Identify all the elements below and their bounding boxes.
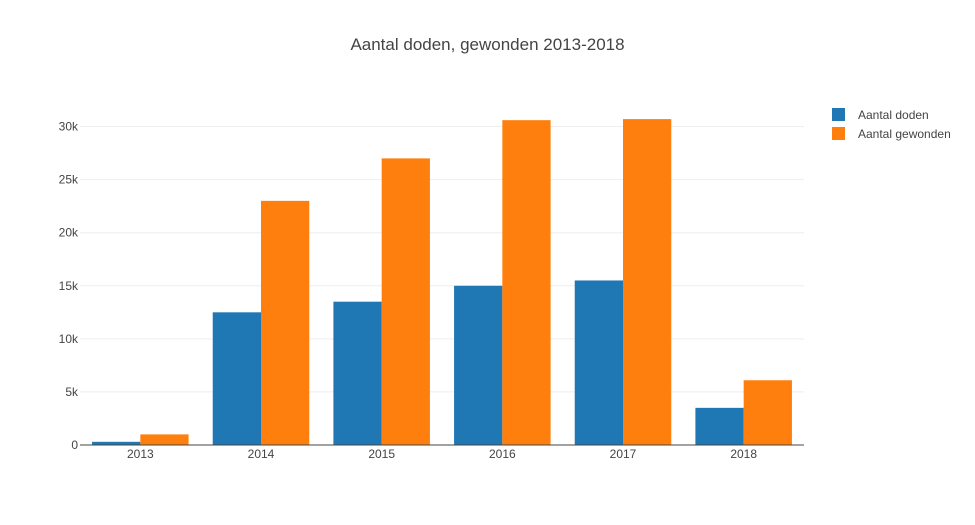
bar-aantal-doden-2016[interactable] xyxy=(454,285,503,445)
bar-aantal-gewonden-2018[interactable] xyxy=(743,380,792,445)
legend-item[interactable]: Aantal gewonden xyxy=(832,127,951,141)
chart-title: Aantal doden, gewonden 2013-2018 xyxy=(350,35,624,54)
x-tick-label: 2016 xyxy=(489,447,516,461)
axes: 0 5k 10k 15k 20k 25k 30k 2013 2014 2015 2016 2017 20… xyxy=(59,120,804,461)
x-tick-label: 2018 xyxy=(730,447,757,461)
x-tick-label: 2017 xyxy=(610,447,637,461)
legend-swatch xyxy=(832,127,845,140)
legend-label: Aantal doden xyxy=(858,108,929,122)
gridlines xyxy=(80,126,804,393)
y-tick-label: 0 xyxy=(71,438,78,452)
legend-item[interactable]: Aantal doden xyxy=(832,108,929,122)
y-tick-label: 25k xyxy=(59,173,79,187)
x-tick-label: 2015 xyxy=(368,447,395,461)
y-tick-label: 30k xyxy=(59,120,79,134)
bar-aantal-doden-2015[interactable] xyxy=(333,301,382,445)
legend-label: Aantal gewonden xyxy=(858,127,951,141)
bars xyxy=(92,119,792,446)
y-tick-label: 5k xyxy=(65,385,79,399)
y-tick-label: 10k xyxy=(59,332,79,346)
bar-aantal-doden-2014[interactable] xyxy=(212,312,261,445)
bar-aantal-gewonden-2015[interactable] xyxy=(381,158,430,445)
bar-aantal-gewonden-2014[interactable] xyxy=(261,200,310,445)
x-tick-label: 2014 xyxy=(248,447,275,461)
legend-swatch xyxy=(832,108,845,121)
bar-aantal-gewonden-2016[interactable] xyxy=(502,120,551,446)
bar-aantal-gewonden-2017[interactable] xyxy=(623,119,672,445)
bar-aantal-doden-2018[interactable] xyxy=(695,407,744,445)
legend[interactable]: Aantal doden Aantal gewonden xyxy=(832,108,951,141)
x-tick-label: 2013 xyxy=(127,447,154,461)
bar-aantal-doden-2017[interactable] xyxy=(574,280,623,445)
y-tick-label: 20k xyxy=(59,226,79,240)
bar-aantal-gewonden-2013[interactable] xyxy=(140,434,189,445)
y-tick-label: 15k xyxy=(59,279,79,293)
bar-aantal-doden-2013[interactable] xyxy=(92,441,141,445)
